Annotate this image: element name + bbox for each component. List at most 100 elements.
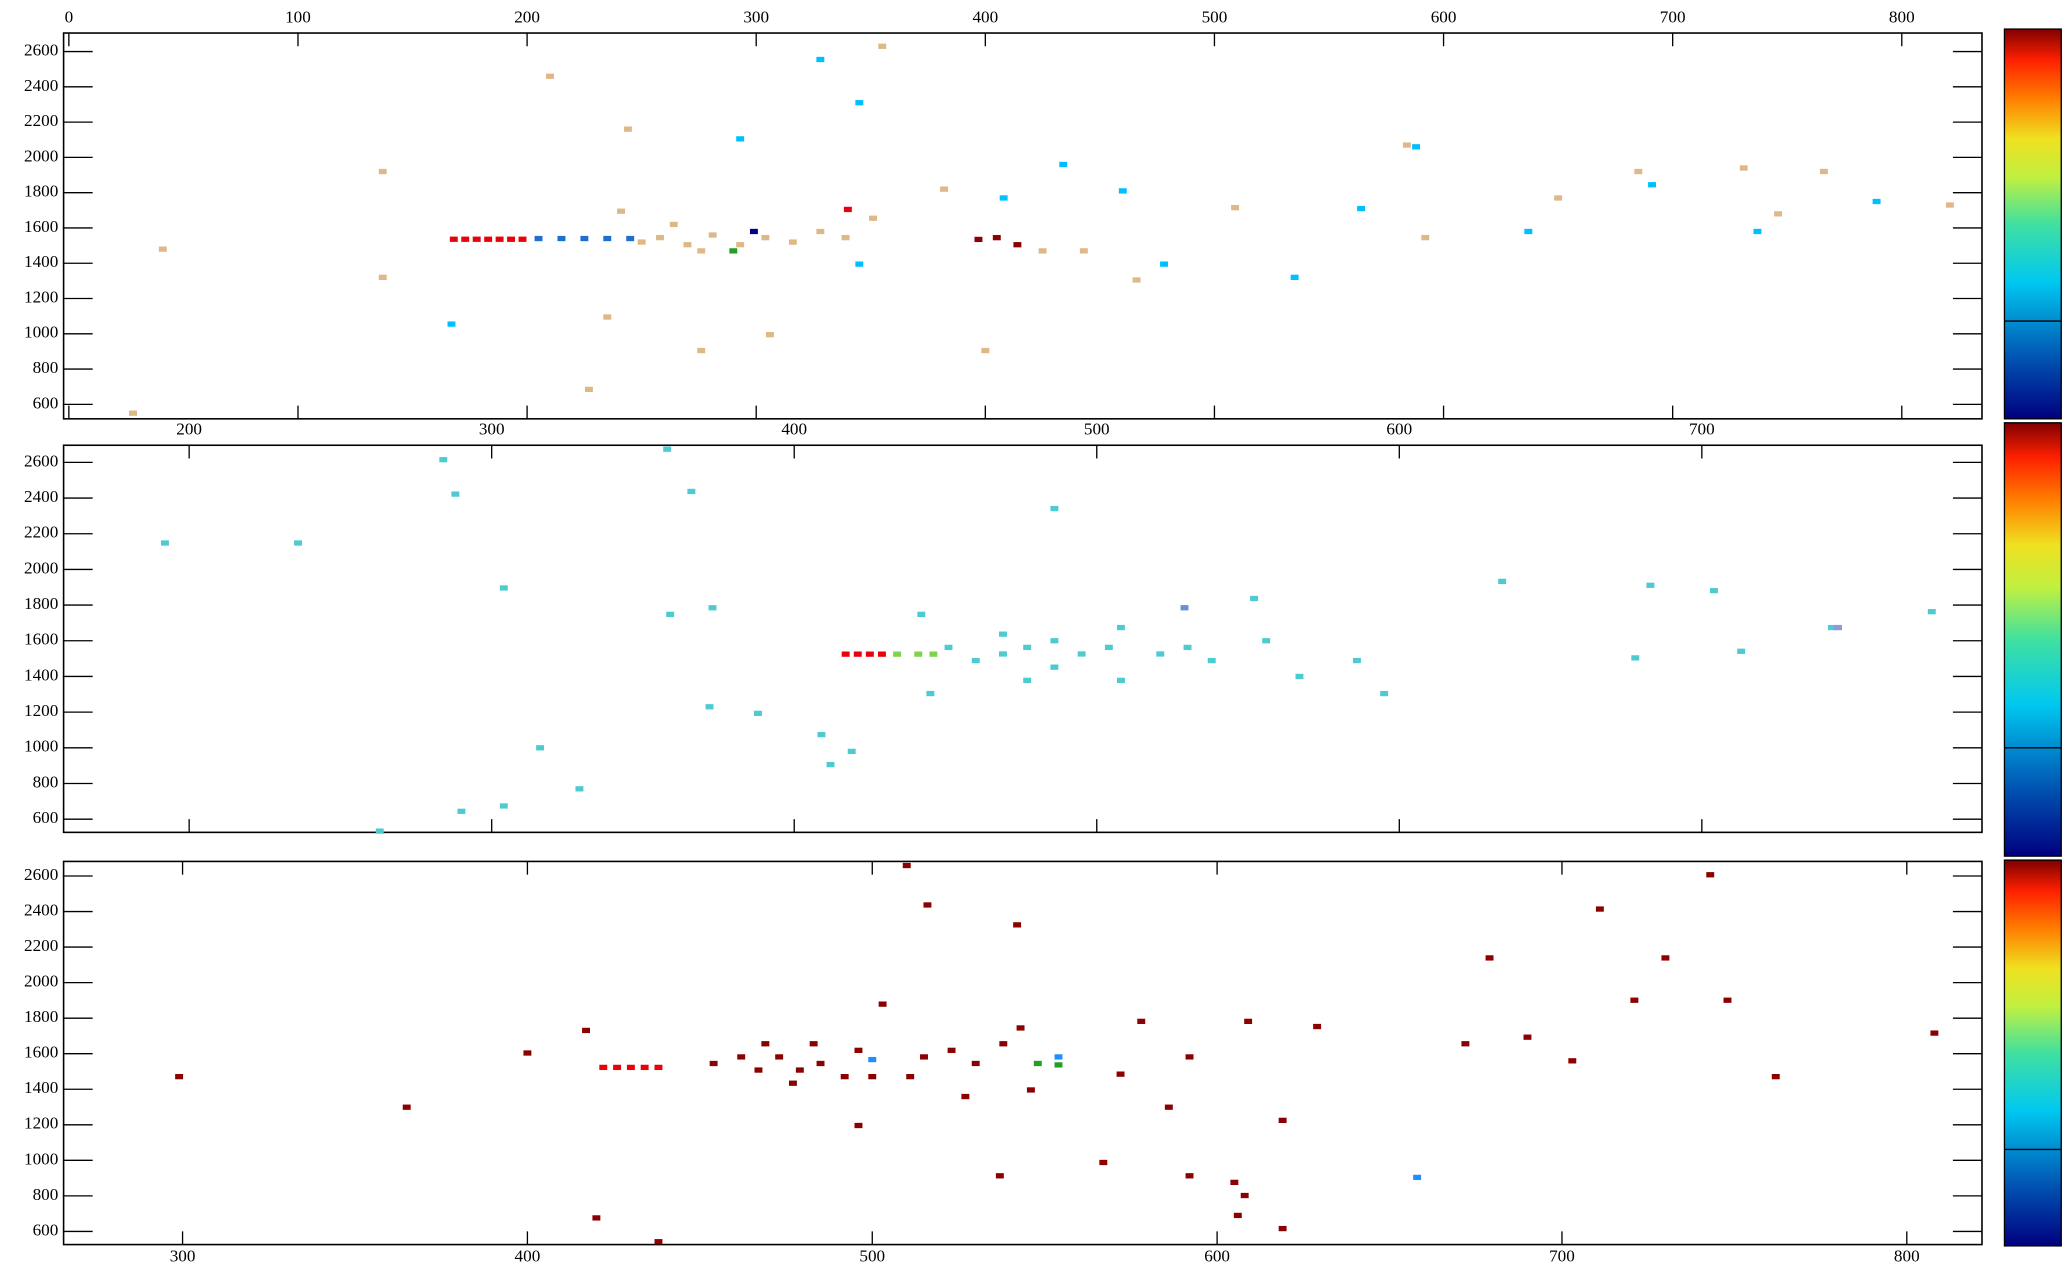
hit-cluster: [1648, 182, 1657, 188]
y-tick-label: 2600: [24, 865, 58, 884]
hit-cluster: [1023, 644, 1032, 651]
hit-cluster: [637, 239, 646, 245]
hit-cluster: [809, 1041, 818, 1047]
x-tick-label: 300: [743, 7, 769, 26]
hit-cluster: [1054, 1062, 1063, 1068]
hit-cluster: [1554, 195, 1563, 201]
hit-cluster: [1033, 1060, 1042, 1067]
hit-cluster: [878, 1001, 887, 1007]
y-tick-label: 1400: [24, 1078, 58, 1097]
hit-cluster: [1079, 248, 1088, 254]
hit-cluster: [457, 808, 466, 814]
hit-cluster: [1077, 651, 1086, 657]
hit-cluster: [592, 1215, 601, 1221]
hit-cluster: [999, 651, 1007, 657]
y-tick-label: 2200: [24, 111, 58, 130]
y-tick-label: 1800: [24, 1007, 58, 1026]
x-tick-label: 300: [479, 420, 505, 439]
hit-cluster: [1023, 677, 1032, 684]
hit-cluster: [439, 457, 448, 463]
y-tick-label: 800: [33, 772, 59, 791]
hit-cluster: [736, 136, 745, 142]
hit-cluster: [669, 221, 678, 228]
hit-cluster: [484, 236, 493, 242]
x-tick-label: 800: [1894, 1247, 1920, 1266]
hit-cluster: [995, 1173, 1004, 1179]
hit-cluster: [557, 235, 566, 242]
hit-cluster: [1054, 1054, 1063, 1060]
y-tick-label: 2200: [24, 523, 58, 542]
hit-cluster: [613, 1064, 622, 1071]
hit-cluster: [947, 1047, 956, 1053]
hit-cluster: [1016, 1025, 1025, 1031]
hit-cluster: [1185, 1054, 1194, 1060]
hit-cluster: [1357, 205, 1366, 212]
hit-cluster: [523, 1050, 532, 1056]
hit-cluster: [944, 644, 953, 651]
hit-cluster: [663, 446, 672, 452]
hit-cluster: [1050, 664, 1059, 670]
hit-cluster: [1231, 205, 1240, 211]
hit-cluster: [654, 1064, 663, 1071]
hit-cluster: [1595, 906, 1604, 912]
hit-cluster: [402, 1104, 411, 1110]
hit-cluster: [840, 1073, 849, 1080]
hit-cluster: [992, 235, 1001, 241]
y-tick-label: 800: [33, 1185, 59, 1204]
hit-cluster: [893, 651, 902, 657]
hit-cluster: [499, 803, 508, 809]
plot-frame: [62, 860, 1983, 1246]
hit-cluster: [1461, 1041, 1470, 1047]
hit-cluster: [1059, 161, 1068, 168]
hit-cluster: [1183, 644, 1192, 651]
hit-cluster: [447, 321, 456, 327]
plot-frame: [62, 32, 1983, 420]
hit-cluster: [761, 235, 770, 241]
y-tick-label: 1200: [24, 287, 58, 306]
hit-cluster: [1104, 644, 1113, 651]
hit-cluster: [1180, 605, 1189, 611]
hit-cluster: [902, 862, 911, 869]
hit-cluster: [869, 215, 878, 221]
hit-cluster: [971, 1060, 980, 1067]
y-tick-label: 1600: [24, 1043, 58, 1062]
hit-cluster: [499, 585, 508, 591]
hit-cluster: [920, 1054, 928, 1060]
hit-cluster: [1185, 1173, 1194, 1179]
hit-cluster: [451, 491, 460, 497]
hit-cluster: [575, 786, 584, 792]
x-tick-label: 600: [1204, 1247, 1230, 1266]
hit-cluster: [495, 236, 504, 242]
hit-cluster: [1118, 188, 1127, 194]
hit-cluster: [1262, 638, 1271, 644]
hit-cluster: [656, 235, 664, 241]
hit-cluster: [1233, 1212, 1242, 1219]
hit-cluster: [375, 828, 384, 834]
hit-cluster: [536, 745, 545, 751]
hit-cluster: [1380, 690, 1389, 697]
x-tick-label: 400: [781, 420, 807, 439]
hit-cluster: [841, 235, 850, 241]
hit-cluster: [1709, 587, 1718, 594]
x-tick-label: 200: [176, 420, 202, 439]
hit-cluster: [761, 1041, 770, 1047]
hit-cluster: [906, 1073, 915, 1080]
hit-cluster: [765, 332, 774, 338]
hit-cluster: [640, 1064, 649, 1071]
hit-cluster: [584, 386, 593, 393]
hit-cluster: [546, 73, 554, 79]
hit-cluster: [697, 248, 706, 254]
hit-cluster: [940, 186, 949, 192]
hit-cluster: [961, 1093, 970, 1100]
hit-cluster: [1116, 624, 1125, 631]
hit-cluster: [708, 232, 717, 238]
hit-cluster: [708, 605, 717, 611]
hit-cluster: [754, 1067, 763, 1073]
hit-cluster: [1930, 1030, 1939, 1036]
hit-cluster: [971, 657, 980, 664]
hit-cluster: [1050, 638, 1059, 644]
hit-cluster: [1250, 595, 1259, 602]
y-tick-label: 1400: [24, 665, 58, 684]
hit-cluster: [1485, 955, 1494, 961]
